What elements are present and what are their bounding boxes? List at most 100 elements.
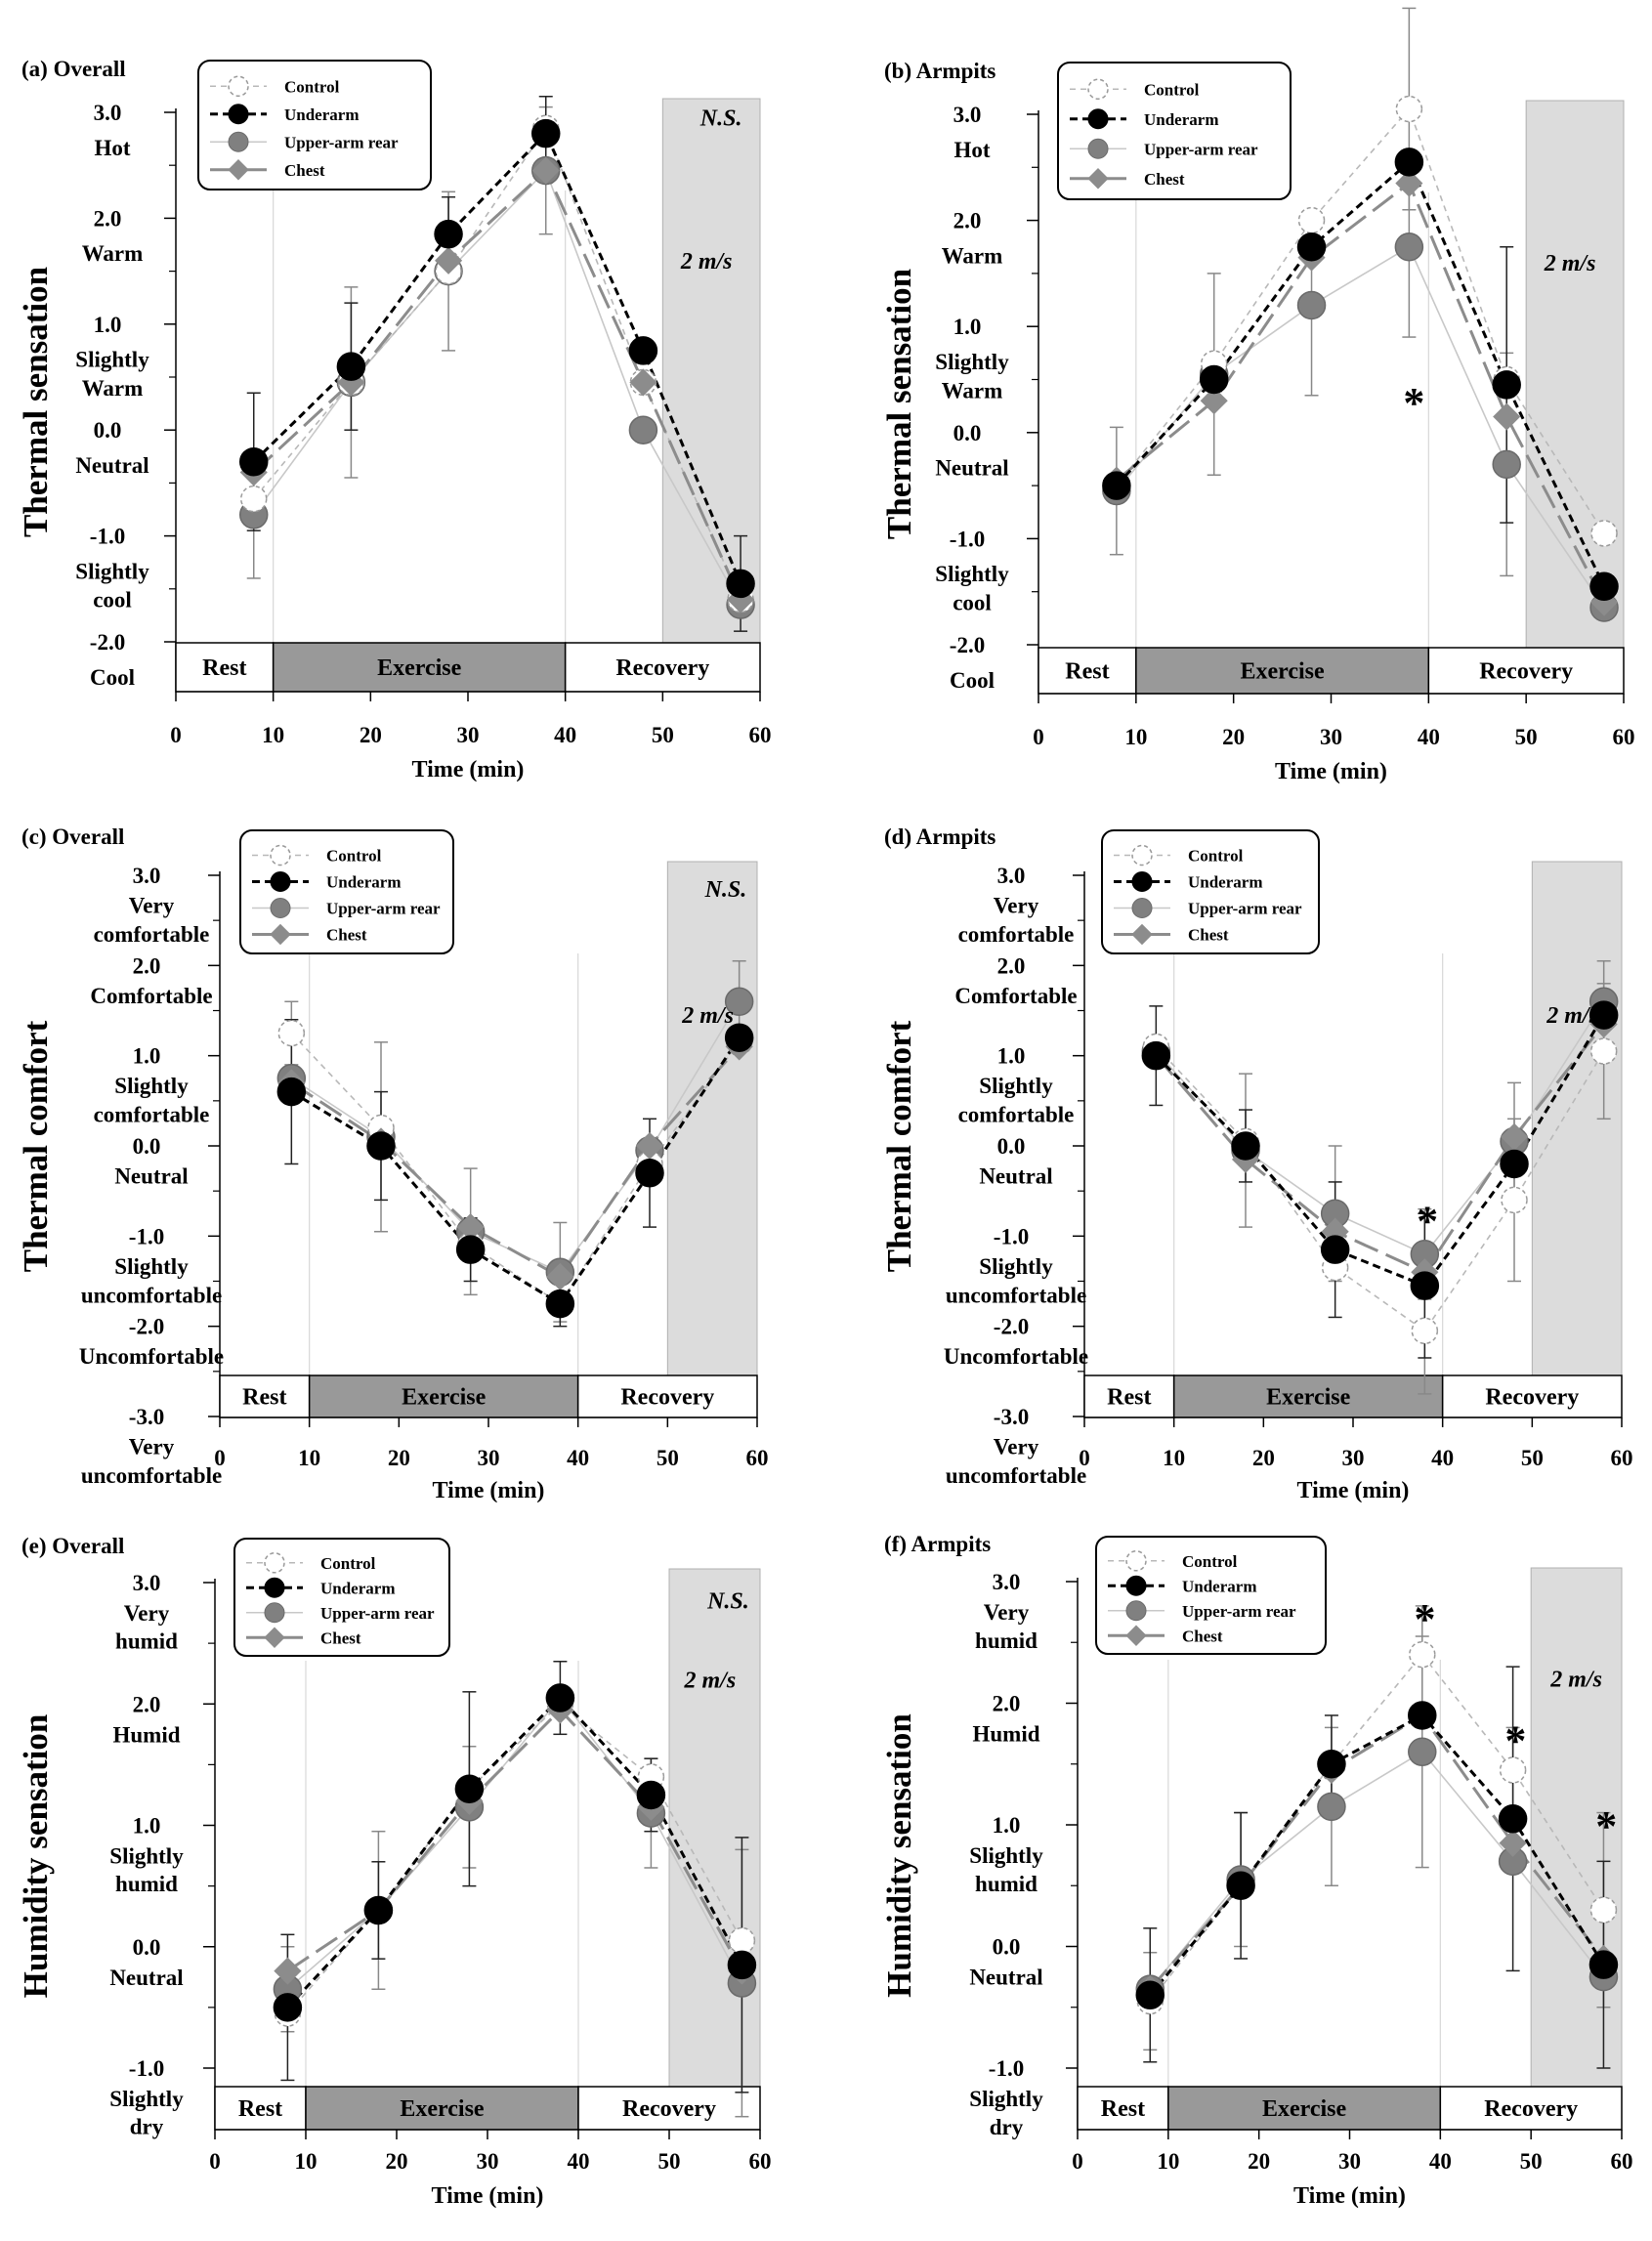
legend-label: Underarm	[1182, 1577, 1256, 1595]
series-line-chest	[1155, 1023, 1605, 1275]
data-point-chest	[1395, 169, 1423, 197]
x-axis-label: Time (min)	[1275, 759, 1387, 784]
data-point-underarm	[1492, 370, 1521, 400]
data-point-underarm	[1588, 1950, 1619, 1979]
data-point-underarm	[455, 1235, 486, 1264]
x-tick-label: 40	[554, 723, 576, 747]
data-point-chest	[1493, 402, 1521, 431]
legend-marker	[270, 898, 291, 918]
legend-label: Control	[1182, 1552, 1238, 1571]
data-point-underarm	[628, 336, 658, 365]
data-point-control	[1409, 1640, 1436, 1669]
data-point-underarm	[1410, 1271, 1440, 1300]
data-point-underarm	[238, 446, 269, 477]
data-point-control	[1297, 206, 1326, 234]
data-point-chest	[435, 246, 463, 275]
legend: Control Underarm Upper-arm rear Chest	[233, 1538, 450, 1657]
sensation-level-label: Humid	[112, 1722, 180, 1747]
x-tick-label: 0	[1033, 725, 1044, 749]
phase-exercise-label: Exercise	[1262, 2096, 1347, 2122]
data-point-underarm	[276, 1077, 307, 1107]
x-tick-label: 50	[1515, 725, 1538, 749]
series-line-upper-arm-rear	[1116, 245, 1605, 609]
x-tick-label: 60	[1613, 725, 1635, 749]
y-tick-label: 2.0	[94, 206, 122, 231]
data-point-underarm	[434, 219, 463, 249]
x-tick-label: 30	[457, 723, 480, 747]
data-point-underarm	[1394, 148, 1424, 177]
y-tick-label: -2.0	[129, 1315, 164, 1339]
data-point-underarm	[1226, 1871, 1255, 1900]
sensation-level-label: Hot	[953, 138, 990, 162]
significance-star: *	[1415, 1595, 1436, 1643]
sensation-level-label: Neutral	[75, 453, 148, 478]
data-point-upper-arm-rear	[1394, 233, 1424, 262]
sensation-level-label: Uncomfortable	[944, 1344, 1088, 1369]
series-line-chest	[290, 1045, 741, 1279]
x-axis-label: Time (min)	[1293, 2183, 1406, 2209]
legend-label: Chest	[284, 161, 325, 180]
sensation-level-label: Very	[994, 893, 1039, 917]
y-tick-label: 3.0	[133, 1571, 161, 1595]
phase-rest-label: Rest	[1065, 659, 1109, 685]
x-tick-label: 60	[749, 2149, 772, 2174]
data-point-underarm	[1141, 1040, 1171, 1071]
legend-label: Control	[284, 77, 340, 96]
legend-box	[1057, 62, 1292, 200]
y-tick-label: -1.0	[950, 527, 985, 551]
y-tick-label: 3.0	[953, 103, 982, 127]
series-line-underarm	[252, 131, 742, 584]
x-tick-label: 60	[1611, 2149, 1633, 2174]
phase-recovery-box	[1427, 647, 1625, 695]
y-tick-label: -2.0	[950, 633, 985, 657]
data-point-upper-arm-rear	[1296, 290, 1327, 320]
x-tick-label: 20	[386, 2149, 408, 2174]
sensation-level-label: comfortable	[958, 1103, 1075, 1127]
legend: Control Underarm Upper-arm rear Chest	[1095, 1536, 1327, 1655]
x-axis-label: Time (min)	[433, 1478, 545, 1503]
legend-marker	[264, 1602, 285, 1624]
sensation-level-label: uncomfortable	[81, 1283, 222, 1307]
phase-recovery-box	[564, 642, 761, 693]
x-tick-label: 30	[1320, 725, 1342, 749]
x-axis-label: Time (min)	[1297, 1478, 1410, 1503]
y-tick-label: -3.0	[994, 1405, 1029, 1429]
panel-annotation: 2 m/s	[1549, 1668, 1602, 1693]
data-point-underarm	[454, 1774, 485, 1803]
x-tick-label: 0	[209, 2149, 221, 2174]
x-tick-label: 40	[1431, 1446, 1454, 1470]
sensation-level-label: Slightly	[114, 1254, 189, 1279]
data-point-upper-arm-rear	[1492, 449, 1521, 480]
series-line-upper-arm-rear	[253, 169, 741, 606]
chart-panel-c: -3.0 -2.0 -1.0 0.0 1.0 2.0 3.0 Very comfortable C…	[17, 825, 769, 1503]
sensation-level-label: dry	[130, 2115, 164, 2139]
sensation-level-label: cool	[93, 588, 132, 613]
data-point-underarm	[1500, 1149, 1529, 1179]
phase-exercise-label: Exercise	[402, 1385, 487, 1411]
sensation-level-label: Slightly	[969, 1843, 1043, 1868]
data-point-underarm	[545, 1683, 575, 1712]
sensation-level-label: humid	[115, 1629, 178, 1654]
phase-exercise-box	[1167, 2086, 1442, 2131]
y-tick-label: 1.0	[997, 1044, 1026, 1069]
x-tick-label: 50	[652, 723, 674, 747]
legend-marker	[270, 844, 291, 867]
phase-recovery-label: Recovery	[1479, 659, 1573, 685]
x-axis-label: Time (min)	[412, 757, 525, 782]
x-tick-label: 20	[388, 1446, 410, 1470]
y-axis-label: Humidity sensation	[880, 1713, 918, 1998]
sensation-level-label: Neutral	[979, 1163, 1052, 1188]
data-point-underarm	[636, 1780, 666, 1810]
sensation-level-label: Warm	[82, 376, 144, 401]
chart-panel-b: -2.0 -1.0 0.0 1.0 2.0 3.0 Hot Warm Slightly Warm N…	[880, 7, 1635, 784]
data-point-underarm	[1589, 571, 1619, 602]
phase-exercise-label: Exercise	[400, 2096, 485, 2122]
series-line-underarm	[290, 1036, 741, 1306]
data-point-underarm	[1588, 1000, 1619, 1030]
y-tick-label: 0.0	[993, 1935, 1021, 1960]
series-line-control	[1116, 107, 1605, 534]
sensation-level-label: uncomfortable	[946, 1283, 1086, 1307]
data-point-underarm	[1102, 471, 1131, 500]
phase-rest-box	[214, 2086, 307, 2131]
data-point-control	[277, 1019, 306, 1047]
